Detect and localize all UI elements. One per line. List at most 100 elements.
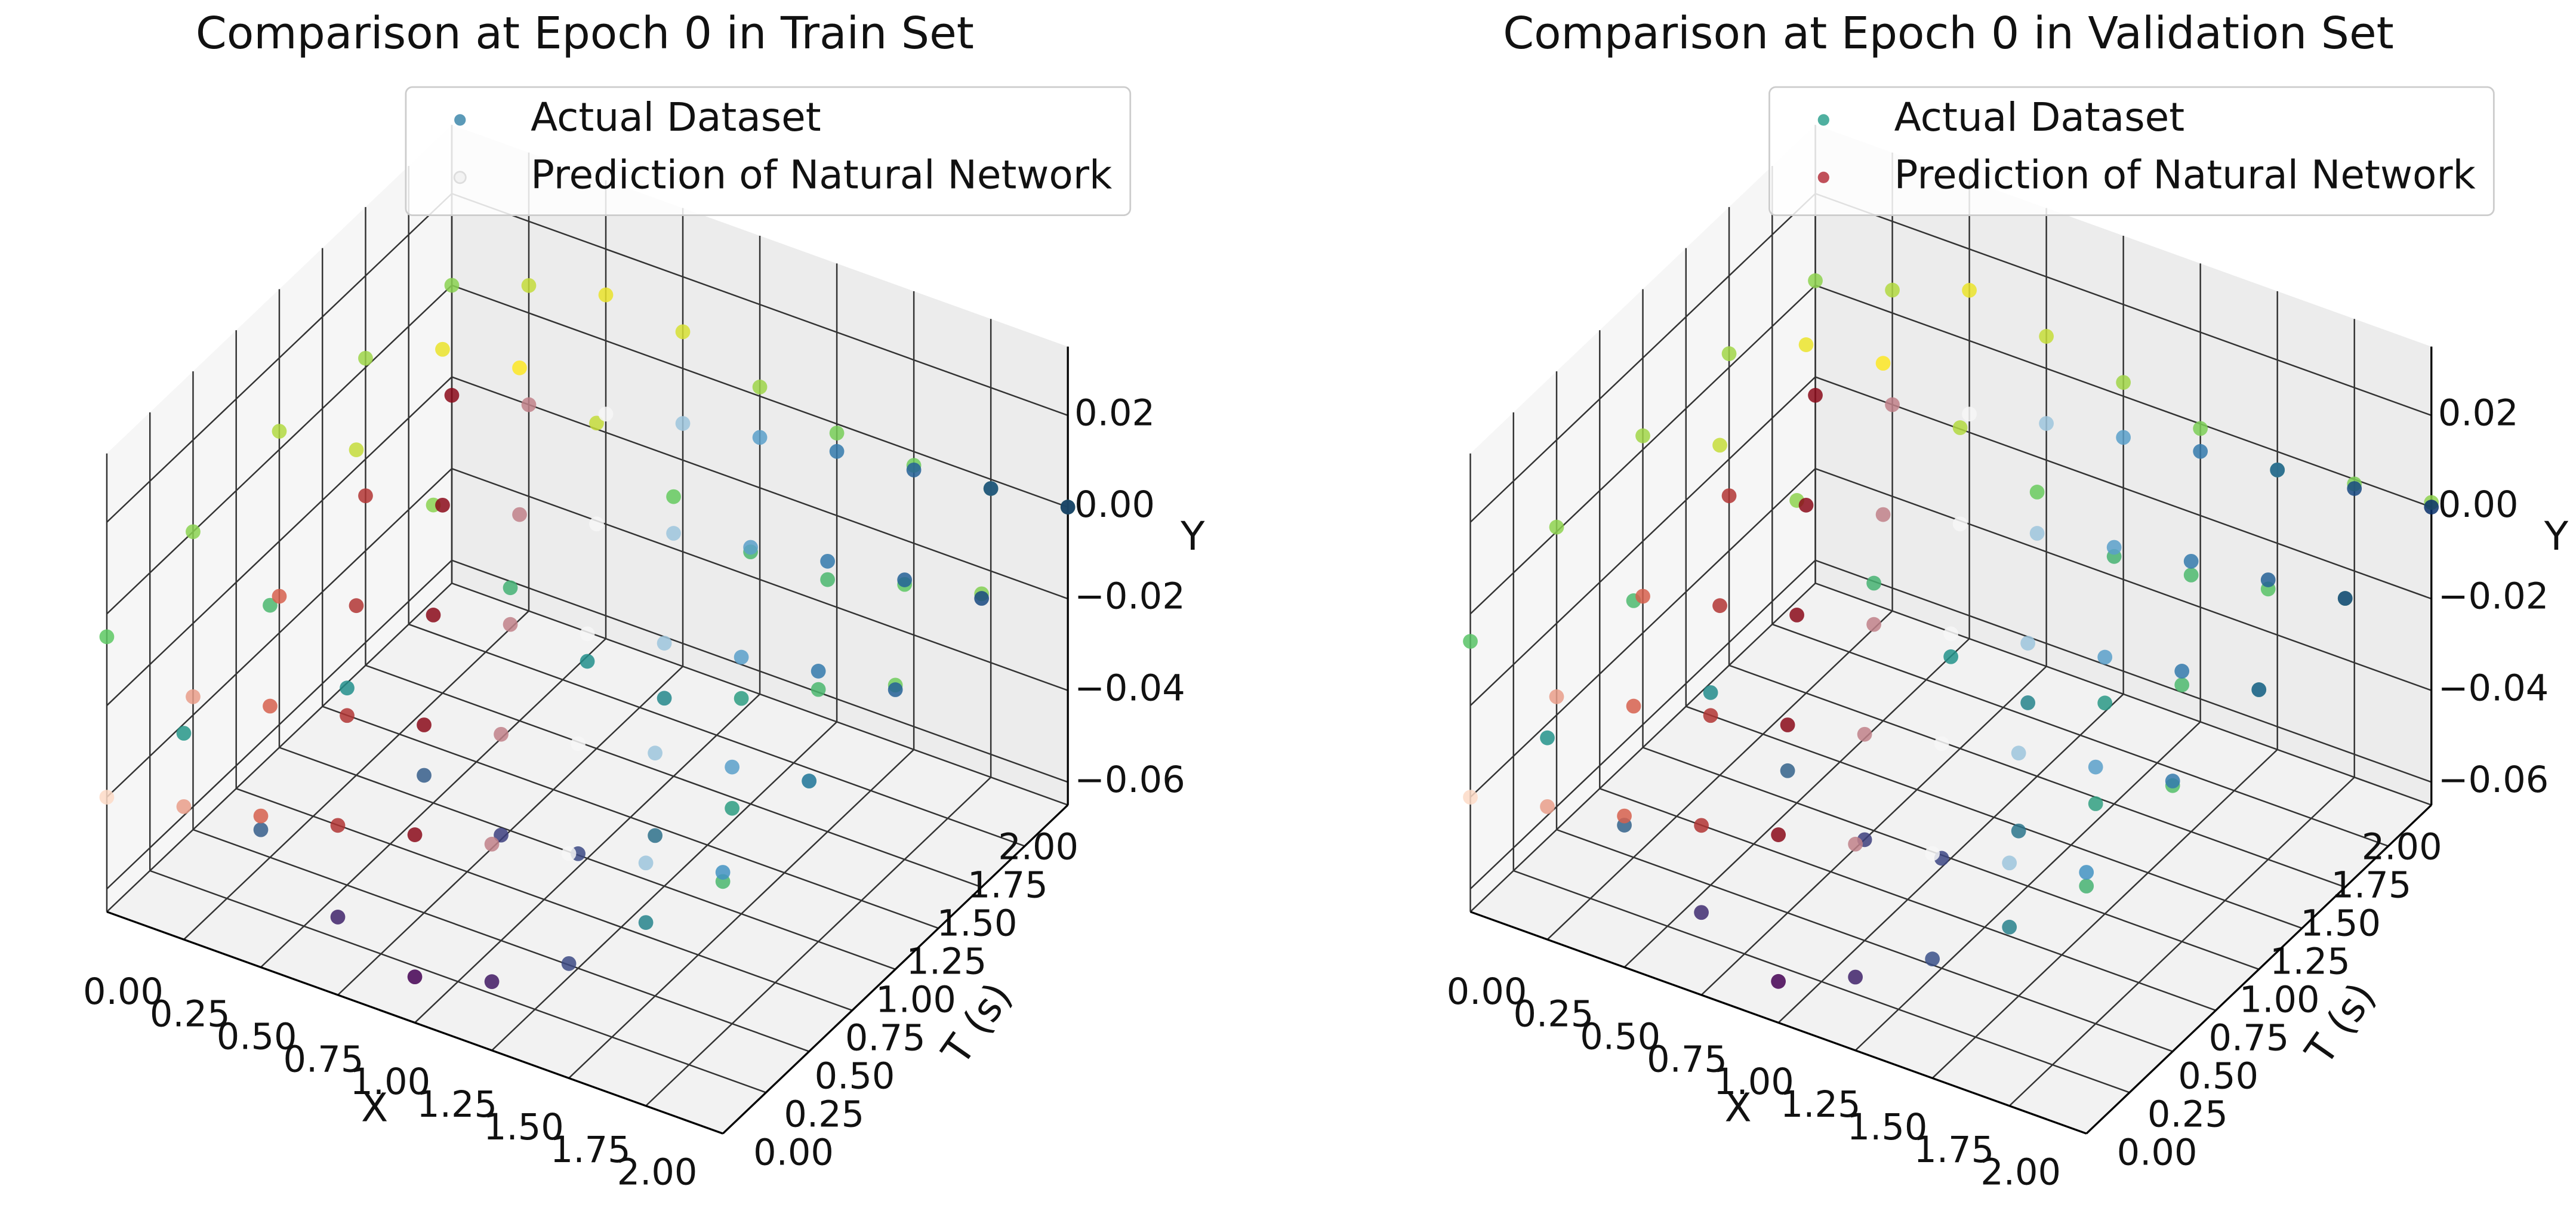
data-point (666, 489, 681, 504)
data-point (494, 827, 509, 843)
data-point (1925, 846, 1940, 861)
legend-marker (1817, 114, 1829, 126)
data-point (1962, 406, 1977, 422)
grid-line (193, 828, 810, 1052)
data-point (2079, 865, 2094, 880)
data-point (820, 572, 836, 587)
data-point (521, 397, 537, 412)
data-point (2165, 774, 2180, 788)
data-point (340, 708, 355, 723)
data-point (1626, 698, 1641, 714)
data-point (2002, 855, 2017, 871)
x-tick-label: 1.50 (1847, 1107, 1928, 1148)
grid-line (279, 747, 896, 971)
data-point (2088, 796, 2103, 811)
data-point (2002, 919, 2017, 935)
data-point (417, 717, 432, 732)
grid-line (1469, 468, 1816, 798)
y-axis-label: Y (2544, 513, 2569, 559)
data-point (752, 430, 768, 445)
data-point (503, 580, 518, 596)
data-point (2088, 759, 2103, 775)
x-tick-label: 1.25 (417, 1084, 497, 1126)
data-point (561, 846, 577, 861)
data-point (484, 836, 500, 852)
grid-line (451, 284, 1068, 508)
t-tick-label: 0.00 (2117, 1132, 2198, 1174)
x-tick-label: 0.25 (1513, 994, 1594, 1036)
data-point (983, 481, 999, 496)
data-point (2106, 540, 2122, 555)
x-tick-label: 0.50 (1580, 1016, 1660, 1058)
data-point (675, 324, 691, 340)
data-point (829, 426, 845, 440)
chart-panel: 0.000.250.500.751.001.251.501.752.00 0.00… (83, 7, 1205, 1194)
data-point (435, 497, 450, 513)
grid-line (408, 623, 1025, 847)
data-point (580, 654, 595, 669)
data-point (1962, 283, 1977, 298)
data-point (2337, 591, 2353, 606)
t-tick-label: 1.00 (876, 979, 956, 1021)
data-point (330, 910, 346, 925)
y-tick-label: −0.04 (1074, 667, 1185, 709)
data-point (2183, 553, 2199, 569)
x-tick-label: 0.75 (1647, 1039, 1727, 1080)
x-tick-label: 1.25 (1780, 1084, 1861, 1126)
data-point (1943, 649, 1959, 664)
data-point (512, 507, 527, 522)
data-point (1808, 273, 1823, 288)
data-point (638, 915, 654, 930)
data-point (358, 488, 373, 504)
legend-box (1768, 86, 2495, 216)
data-point (2193, 421, 2208, 436)
x-tick-label: 1.00 (350, 1061, 430, 1103)
data-point (426, 608, 441, 623)
legend-label: Actual Dataset (531, 94, 821, 140)
grid-line (322, 705, 939, 929)
data-point (349, 598, 364, 614)
data-point (349, 442, 364, 457)
data-point (2251, 682, 2267, 697)
data-point (648, 828, 663, 843)
t-tick-label: 0.75 (2208, 1018, 2289, 1059)
data-point (272, 424, 287, 439)
data-point (1943, 626, 1959, 642)
t-tick-label: 1.50 (937, 903, 1018, 945)
data-point (1848, 969, 1863, 985)
chart-panel: 0.000.250.500.751.001.251.501.752.00 0.00… (1447, 7, 2569, 1194)
data-point (1952, 420, 1968, 435)
t-tick-label: 0.25 (2147, 1094, 2228, 1136)
data-point (1694, 905, 1709, 920)
grid-line (1469, 559, 1816, 890)
data-point (1721, 488, 1737, 504)
t-tick-label: 1.75 (967, 865, 1048, 907)
x-tick-label: 0.75 (284, 1039, 364, 1080)
data-point (512, 360, 527, 375)
data-point (1857, 726, 1872, 742)
data-point (1934, 736, 1949, 751)
x-tick-label: 1.75 (1913, 1129, 1994, 1171)
legend-marker (453, 171, 467, 184)
grid-line (365, 664, 982, 888)
data-point (1617, 808, 1632, 824)
data-point (1848, 836, 1863, 852)
data-point (503, 617, 518, 632)
grid-line (451, 582, 1068, 806)
grid-line (1815, 559, 2432, 783)
t-tick-label: 0.50 (2178, 1056, 2258, 1098)
x-tick-label: 0.25 (150, 994, 230, 1036)
data-point (2347, 481, 2362, 496)
y-axis-label: Y (1180, 513, 1205, 559)
data-point (253, 822, 269, 837)
chart-title: Comparison at Epoch 0 in Train Set (196, 7, 974, 59)
legend-box (405, 86, 1132, 216)
data-point (1060, 500, 1076, 515)
data-point (657, 636, 672, 651)
y-tick-label: −0.06 (1074, 759, 1185, 801)
data-point (1635, 589, 1650, 604)
data-point (561, 956, 577, 971)
grid-line (106, 468, 452, 798)
grid-line (1815, 284, 2432, 508)
x-tick-label: 0.50 (217, 1016, 297, 1058)
